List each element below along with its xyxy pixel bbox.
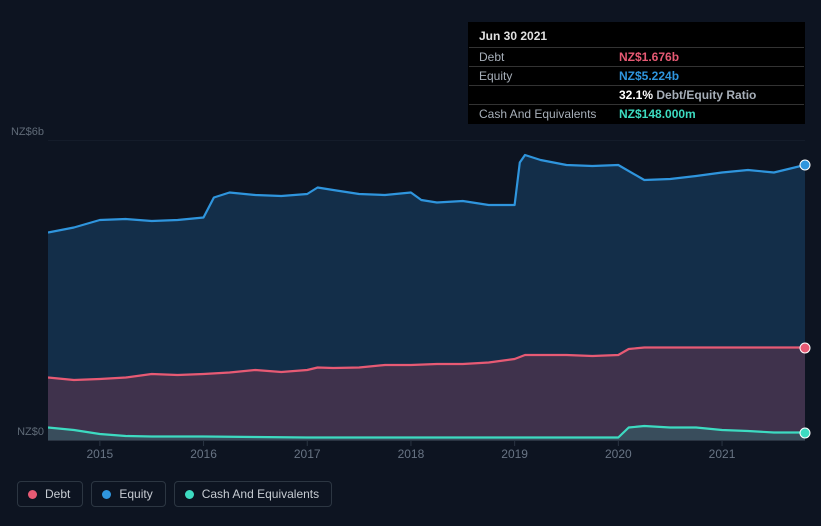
y-axis: NZ$0 NZ$6b bbox=[0, 0, 44, 526]
tooltip-row-label: Cash And Equivalents bbox=[469, 105, 609, 124]
x-tick-label: 2019 bbox=[501, 447, 528, 461]
y-tick-label: NZ$6b bbox=[11, 126, 44, 138]
tooltip-row-value: 32.1% Debt/Equity Ratio bbox=[609, 86, 804, 105]
x-tick-label: 2021 bbox=[709, 447, 736, 461]
tooltip-row-value: NZ$5.224b bbox=[609, 67, 804, 86]
x-tick-label: 2020 bbox=[605, 447, 632, 461]
tooltip-row-value: NZ$1.676b bbox=[609, 48, 804, 67]
tooltip-row: DebtNZ$1.676b bbox=[469, 48, 804, 67]
y-tick-label: NZ$0 bbox=[17, 426, 44, 438]
tooltip-row-sub: Debt/Equity Ratio bbox=[653, 88, 756, 102]
legend-item-label: Cash And Equivalents bbox=[202, 487, 319, 501]
x-tick-label: 2015 bbox=[86, 447, 113, 461]
legend-dot-icon bbox=[185, 490, 194, 499]
endcap-debt bbox=[800, 342, 811, 353]
endcap-cash bbox=[800, 427, 811, 438]
legend-item-label: Equity bbox=[119, 487, 152, 501]
legend-item-cash[interactable]: Cash And Equivalents bbox=[174, 481, 332, 507]
tooltip-row-label: Equity bbox=[469, 67, 609, 86]
tooltip-date: Jun 30 2021 bbox=[469, 27, 804, 47]
legend-item-debt[interactable]: Debt bbox=[17, 481, 83, 507]
tooltip-row: Cash And EquivalentsNZ$148.000m bbox=[469, 105, 804, 124]
tooltip-row: 32.1% Debt/Equity Ratio bbox=[469, 86, 804, 105]
tooltip-row-label: Debt bbox=[469, 48, 609, 67]
legend-item-label: Debt bbox=[45, 487, 70, 501]
tooltip-table: DebtNZ$1.676bEquityNZ$5.224b32.1% Debt/E… bbox=[469, 47, 804, 123]
area-chart[interactable] bbox=[48, 140, 805, 450]
legend-dot-icon bbox=[102, 490, 111, 499]
chart-legend: Debt Equity Cash And Equivalents bbox=[17, 481, 332, 507]
legend-dot-icon bbox=[28, 490, 37, 499]
tooltip-row: EquityNZ$5.224b bbox=[469, 67, 804, 86]
x-tick-label: 2016 bbox=[190, 447, 217, 461]
x-tick-label: 2018 bbox=[398, 447, 425, 461]
endcap-equity bbox=[800, 160, 811, 171]
tooltip-row-label bbox=[469, 86, 609, 105]
hover-tooltip: Jun 30 2021 DebtNZ$1.676bEquityNZ$5.224b… bbox=[468, 22, 805, 124]
x-tick-label: 2017 bbox=[294, 447, 321, 461]
legend-item-equity[interactable]: Equity bbox=[91, 481, 165, 507]
tooltip-row-value: NZ$148.000m bbox=[609, 105, 804, 124]
chart-stage: NZ$0 NZ$6b 2015 2016 2017 2018 2019 2020 2021 J… bbox=[0, 0, 821, 526]
